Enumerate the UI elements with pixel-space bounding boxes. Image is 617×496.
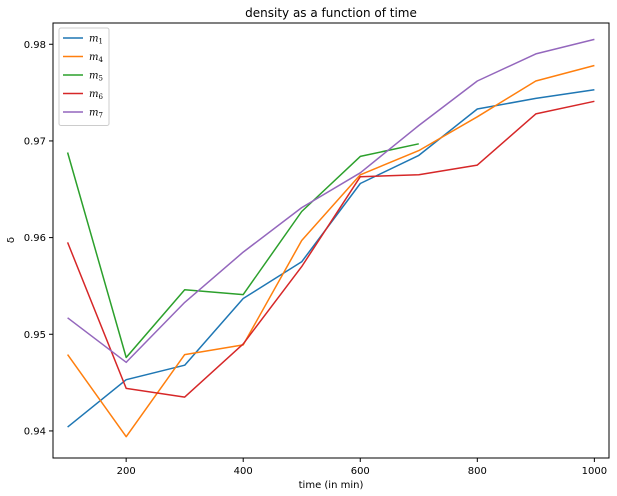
x-tick-label: 400 xyxy=(234,466,253,477)
series-line-m7 xyxy=(67,38,595,364)
y-tick-label: 0.94 xyxy=(24,426,46,437)
x-tick-label: 800 xyxy=(468,466,487,477)
plot-lines xyxy=(66,38,595,438)
legend-box xyxy=(58,27,110,126)
plot-area-frame xyxy=(52,22,610,459)
series-line-m6 xyxy=(66,100,595,398)
series-line-m5 xyxy=(66,143,419,359)
series-line-m4 xyxy=(66,64,595,438)
x-tick-label: 200 xyxy=(117,466,136,477)
y-tick-label: 0.98 xyxy=(24,40,46,51)
axes-ticks: 200 400 600 800 1000 0.94 0.95 0.96 0.97 0.98 xyxy=(24,40,607,477)
chart-title: density as a function of time xyxy=(245,6,417,20)
x-tick-label: 1000 xyxy=(582,466,607,477)
x-tick-label: 600 xyxy=(351,466,370,477)
y-tick-label: 0.97 xyxy=(24,136,46,147)
y-tick-label: 0.95 xyxy=(24,330,46,341)
y-tick-label: 0.96 xyxy=(24,233,46,244)
y-axis-title: δ xyxy=(6,237,17,243)
x-axis-title: time (in min) xyxy=(299,480,364,491)
